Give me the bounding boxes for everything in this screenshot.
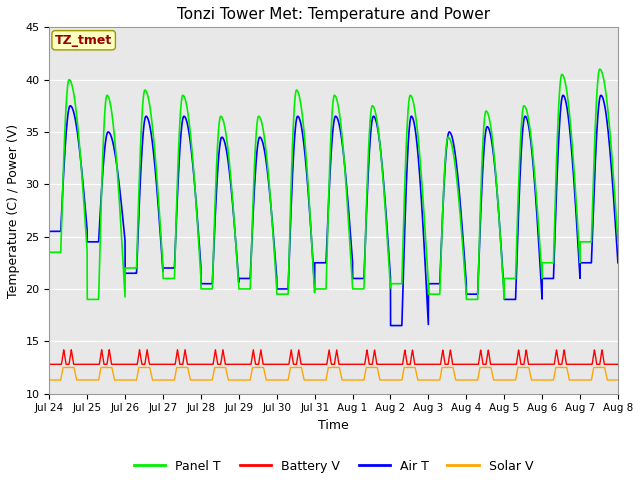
Battery V xyxy=(204,361,212,367)
Air T xyxy=(614,257,621,263)
Panel T xyxy=(399,233,407,239)
Solar V xyxy=(399,370,407,375)
Solar V xyxy=(614,377,622,383)
Battery V xyxy=(560,347,568,353)
Solar V xyxy=(204,377,212,383)
Battery V xyxy=(614,361,621,367)
Air T xyxy=(45,228,53,234)
Panel T xyxy=(596,66,604,72)
Battery V xyxy=(173,347,181,352)
Line: Panel T: Panel T xyxy=(49,69,618,300)
Y-axis label: Temperature (C) / Power (V): Temperature (C) / Power (V) xyxy=(7,123,20,298)
Line: Battery V: Battery V xyxy=(49,349,618,364)
Line: Air T: Air T xyxy=(49,96,618,325)
Panel T xyxy=(204,286,212,292)
Battery V xyxy=(389,361,397,367)
Battery V xyxy=(399,358,407,363)
Solar V xyxy=(389,377,397,383)
Text: TZ_tmet: TZ_tmet xyxy=(55,34,112,47)
Air T xyxy=(167,265,175,271)
Air T xyxy=(399,276,407,282)
Line: Solar V: Solar V xyxy=(49,367,618,380)
Panel T xyxy=(614,239,622,245)
Solar V xyxy=(45,377,53,383)
Panel T xyxy=(389,281,397,287)
Battery V xyxy=(45,361,53,367)
Solar V xyxy=(60,364,67,370)
Air T xyxy=(389,323,397,328)
Air T xyxy=(614,260,622,265)
Air T xyxy=(560,93,568,99)
Title: Tonzi Tower Met: Temperature and Power: Tonzi Tower Met: Temperature and Power xyxy=(177,7,490,22)
Air T xyxy=(597,93,605,98)
Panel T xyxy=(83,297,91,302)
Panel T xyxy=(560,75,568,81)
Legend: Panel T, Battery V, Air T, Solar V: Panel T, Battery V, Air T, Solar V xyxy=(129,455,538,478)
X-axis label: Time: Time xyxy=(318,419,349,432)
Panel T xyxy=(168,276,175,281)
Solar V xyxy=(614,377,621,383)
Panel T xyxy=(614,237,621,242)
Solar V xyxy=(560,364,568,370)
Battery V xyxy=(167,361,175,367)
Solar V xyxy=(168,377,175,383)
Panel T xyxy=(45,250,53,255)
Air T xyxy=(387,323,394,328)
Air T xyxy=(204,281,212,287)
Battery V xyxy=(614,361,622,367)
